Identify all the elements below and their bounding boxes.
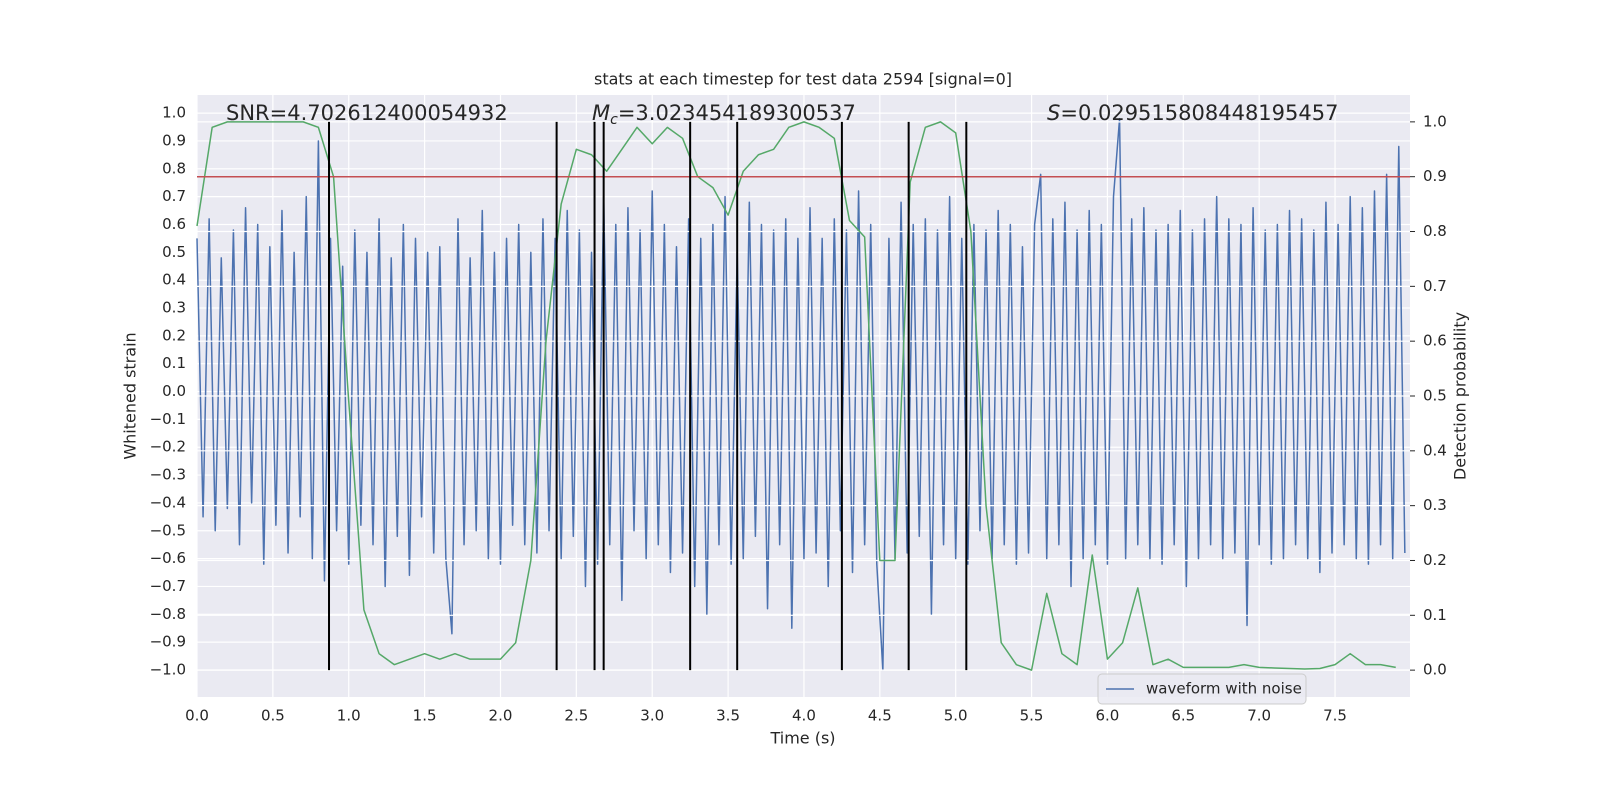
annotation-symbol: S bbox=[1047, 101, 1060, 125]
annotation-text: =0.029515808448195457 bbox=[1060, 101, 1338, 125]
x-tick-label: 2.5 bbox=[564, 707, 588, 725]
y-tick-label: −0.4 bbox=[150, 493, 186, 511]
x-tick-label: 1.5 bbox=[413, 707, 437, 725]
x-tick-label: 3.0 bbox=[640, 707, 664, 725]
legend-label: waveform with noise bbox=[1146, 680, 1302, 698]
y2-tick-label: 0.1 bbox=[1423, 606, 1447, 624]
annotation: S=0.029515808448195457 bbox=[1047, 101, 1338, 125]
x-tick-label: 4.0 bbox=[792, 707, 816, 725]
x-tick-label: 0.0 bbox=[185, 707, 209, 725]
y-tick-label: −0.7 bbox=[150, 577, 186, 595]
annotation: SNR=4.702612400054932 bbox=[226, 101, 508, 125]
data-line bbox=[196, 121, 1396, 671]
y2-axis-label: Detection probability bbox=[1451, 312, 1470, 480]
y-tick-label: 0.4 bbox=[162, 271, 186, 289]
y-tick-label: 0.6 bbox=[162, 215, 186, 233]
data-line bbox=[196, 117, 1406, 671]
y2-tick-label: 0.2 bbox=[1423, 551, 1447, 569]
x-tick-label: 4.5 bbox=[868, 707, 892, 725]
y-tick-label: −0.9 bbox=[150, 633, 186, 651]
x-tick-label: 7.5 bbox=[1323, 707, 1347, 725]
y-tick-label: −0.1 bbox=[150, 410, 186, 428]
legend: waveform with noise bbox=[1097, 673, 1307, 705]
x-tick-label: 6.0 bbox=[1096, 707, 1120, 725]
y2-tick-label: 1.0 bbox=[1423, 112, 1447, 130]
y-tick-label: 0.8 bbox=[162, 159, 186, 177]
y-tick-label: −1.0 bbox=[150, 660, 186, 678]
y-tick-label: 0.9 bbox=[162, 131, 186, 149]
y-tick-label: 1.0 bbox=[162, 104, 186, 122]
legend-box bbox=[1097, 673, 1307, 705]
y-tick-label: −0.2 bbox=[150, 438, 186, 456]
y2-tick-label: 0.4 bbox=[1423, 441, 1447, 459]
x-tick-label: 1.0 bbox=[337, 707, 361, 725]
y-tick-label: −0.3 bbox=[150, 466, 186, 484]
x-tick-label: 3.5 bbox=[716, 707, 740, 725]
y-tick-label: 0.1 bbox=[162, 354, 186, 372]
annotation-subscript: c bbox=[610, 112, 618, 128]
annotation-text: SNR=4.702612400054932 bbox=[226, 101, 508, 125]
y2-tick-label: 0.5 bbox=[1423, 387, 1447, 405]
y-tick-label: −0.5 bbox=[150, 521, 186, 539]
x-tick-label: 2.0 bbox=[489, 707, 513, 725]
chart-title: stats at each timestep for test data 259… bbox=[594, 70, 1012, 89]
annotation-text: =3.023454189300537 bbox=[618, 101, 856, 125]
y-tick-label: 0.2 bbox=[162, 326, 186, 344]
x-tick-label: 5.0 bbox=[944, 707, 968, 725]
y-axis-label: Whitened strain bbox=[121, 332, 140, 459]
plot-layer bbox=[196, 95, 1410, 697]
x-tick-label: 5.5 bbox=[1020, 707, 1044, 725]
y2-tick-label: 0.7 bbox=[1423, 277, 1447, 295]
y-tick-label: 0.3 bbox=[162, 299, 186, 317]
y-tick-label: −0.6 bbox=[150, 549, 186, 567]
annotation: Mc=3.023454189300537 bbox=[592, 101, 856, 128]
y-tick-label: 0.0 bbox=[162, 382, 186, 400]
y2-tick-label: 0.8 bbox=[1423, 222, 1447, 240]
x-tick-label: 7.0 bbox=[1247, 707, 1271, 725]
y2-tick-label: 0.9 bbox=[1423, 167, 1447, 185]
y-tick-label: −0.8 bbox=[150, 605, 186, 623]
x-tick-label: 0.5 bbox=[261, 707, 285, 725]
annotation-symbol: M bbox=[592, 101, 610, 125]
x-axis-label: Time (s) bbox=[769, 729, 835, 748]
x-tick-label: 6.5 bbox=[1171, 707, 1195, 725]
y2-tick-label: 0.0 bbox=[1423, 661, 1447, 679]
y-tick-label: 0.7 bbox=[162, 187, 186, 205]
y-tick-label: 0.5 bbox=[162, 243, 186, 261]
y2-tick-label: 0.3 bbox=[1423, 496, 1447, 514]
y2-tick-label: 0.6 bbox=[1423, 332, 1447, 350]
